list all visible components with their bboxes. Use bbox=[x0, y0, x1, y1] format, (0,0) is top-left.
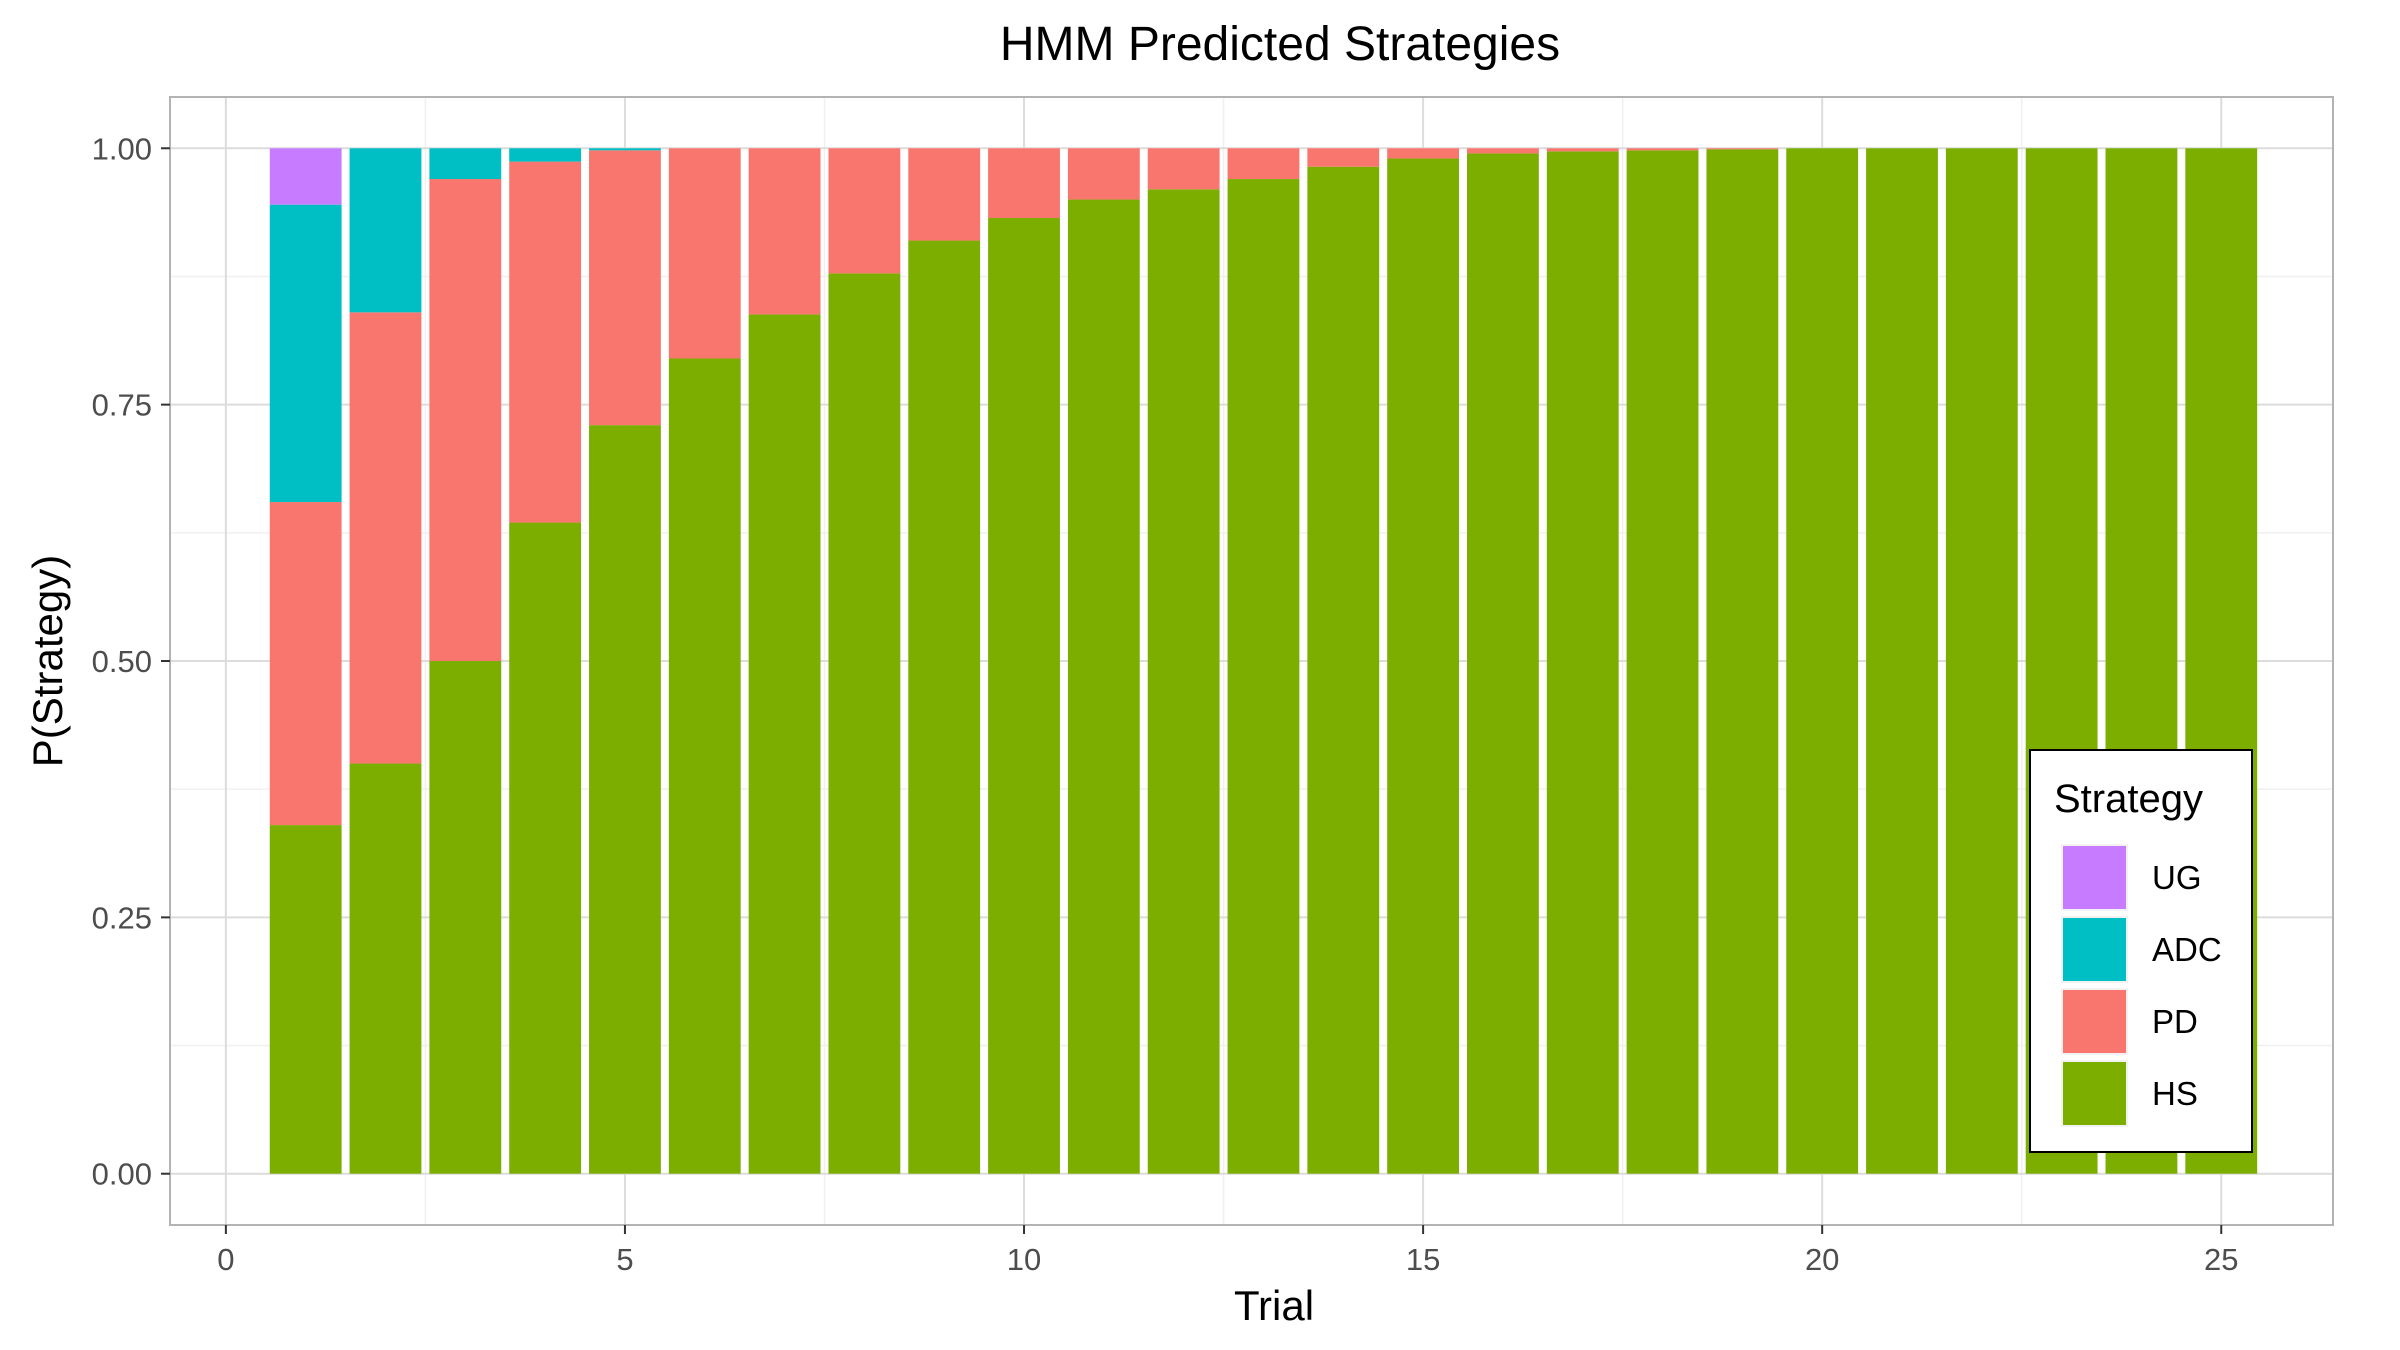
bar-adc-trial-4 bbox=[509, 148, 582, 162]
bar-hs-trial-5 bbox=[589, 425, 661, 1174]
bar-hs-trial-19 bbox=[1706, 149, 1779, 1174]
bar-pd-trial-10 bbox=[988, 148, 1060, 219]
x-tick-label: 25 bbox=[2204, 1242, 2238, 1277]
bar-adc-trial-3 bbox=[429, 148, 502, 180]
legend-label-adc: ADC bbox=[2152, 931, 2222, 968]
bar-pd-trial-8 bbox=[828, 148, 901, 274]
x-tick-label: 20 bbox=[1805, 1242, 1839, 1277]
x-axis-ticks: 0 5 10 15 20 25 bbox=[217, 1225, 2239, 1277]
x-tick-label: 5 bbox=[616, 1242, 633, 1277]
legend: Strategy UG ADC PD HS bbox=[2029, 749, 2253, 1153]
bar-pd-trial-18 bbox=[1626, 148, 1699, 151]
bar-pd-trial-6 bbox=[668, 148, 741, 359]
y-axis-title: P(Strategy) bbox=[24, 555, 71, 767]
legend-key-adc bbox=[2063, 918, 2126, 981]
bar-pd-trial-9 bbox=[908, 148, 981, 241]
x-tick-label: 10 bbox=[1007, 1242, 1041, 1277]
bar-pd-trial-3 bbox=[429, 179, 502, 661]
bar-pd-trial-19 bbox=[1706, 148, 1779, 150]
bars bbox=[269, 148, 2258, 1174]
y-tick-label: 0.75 bbox=[92, 388, 152, 423]
bar-hs-trial-9 bbox=[908, 240, 981, 1174]
bar-hs-trial-13 bbox=[1227, 179, 1300, 1174]
bar-hs-trial-22 bbox=[1945, 148, 2018, 1174]
y-axis-ticks: 0.00 0.25 0.50 0.75 1.00 bbox=[92, 131, 170, 1192]
bar-pd-trial-1 bbox=[269, 502, 342, 826]
bar-hs-trial-11 bbox=[1067, 199, 1140, 1174]
x-tick-label: 0 bbox=[217, 1242, 234, 1277]
legend-label-hs: HS bbox=[2152, 1075, 2198, 1112]
legend-title: Strategy bbox=[2054, 777, 2203, 821]
bar-hs-trial-3 bbox=[429, 661, 502, 1174]
bar-pd-trial-2 bbox=[349, 312, 422, 764]
y-tick-label: 0.00 bbox=[92, 1157, 152, 1192]
bar-hs-trial-2 bbox=[349, 763, 422, 1174]
chart-title: HMM Predicted Strategies bbox=[1000, 18, 1560, 71]
legend-key-hs bbox=[2063, 1062, 2126, 1125]
bar-hs-trial-1 bbox=[269, 825, 342, 1174]
bar-hs-trial-15 bbox=[1387, 158, 1460, 1174]
bar-ug-trial-1 bbox=[269, 148, 342, 205]
bar-pd-trial-7 bbox=[748, 148, 821, 315]
bar-hs-trial-21 bbox=[1866, 148, 1938, 1174]
bar-adc-trial-1 bbox=[269, 204, 342, 503]
bar-hs-trial-20 bbox=[1786, 148, 1859, 1174]
legend-label-pd: PD bbox=[2152, 1003, 2198, 1040]
bar-pd-trial-15 bbox=[1387, 148, 1460, 159]
bar-hs-trial-18 bbox=[1626, 150, 1699, 1174]
bar-pd-trial-4 bbox=[509, 161, 582, 523]
bar-adc-trial-5 bbox=[589, 148, 661, 151]
legend-label-ug: UG bbox=[2152, 859, 2202, 896]
x-axis-title: Trial bbox=[1234, 1282, 1314, 1329]
bar-hs-trial-12 bbox=[1147, 189, 1220, 1174]
bar-hs-trial-10 bbox=[988, 218, 1060, 1174]
legend-key-ug bbox=[2063, 846, 2126, 909]
bar-hs-trial-17 bbox=[1546, 151, 1619, 1174]
y-tick-label: 0.50 bbox=[92, 644, 152, 679]
bar-hs-trial-4 bbox=[509, 522, 582, 1174]
bar-hs-trial-7 bbox=[748, 314, 821, 1174]
y-tick-label: 0.25 bbox=[92, 900, 152, 935]
bar-hs-trial-8 bbox=[828, 273, 901, 1174]
bar-hs-trial-14 bbox=[1307, 166, 1380, 1174]
legend-key-pd bbox=[2063, 990, 2126, 1053]
bar-hs-trial-16 bbox=[1467, 153, 1539, 1174]
bar-pd-trial-17 bbox=[1546, 148, 1619, 152]
bar-adc-trial-2 bbox=[349, 148, 422, 313]
bar-hs-trial-6 bbox=[668, 358, 741, 1174]
bar-pd-trial-13 bbox=[1227, 148, 1300, 180]
bar-pd-trial-11 bbox=[1067, 148, 1140, 200]
bar-pd-trial-5 bbox=[589, 150, 661, 426]
bar-pd-trial-16 bbox=[1467, 148, 1539, 154]
x-tick-label: 15 bbox=[1406, 1242, 1440, 1277]
bar-pd-trial-14 bbox=[1307, 148, 1380, 167]
y-tick-label: 1.00 bbox=[92, 131, 152, 166]
bar-pd-trial-12 bbox=[1147, 148, 1220, 190]
